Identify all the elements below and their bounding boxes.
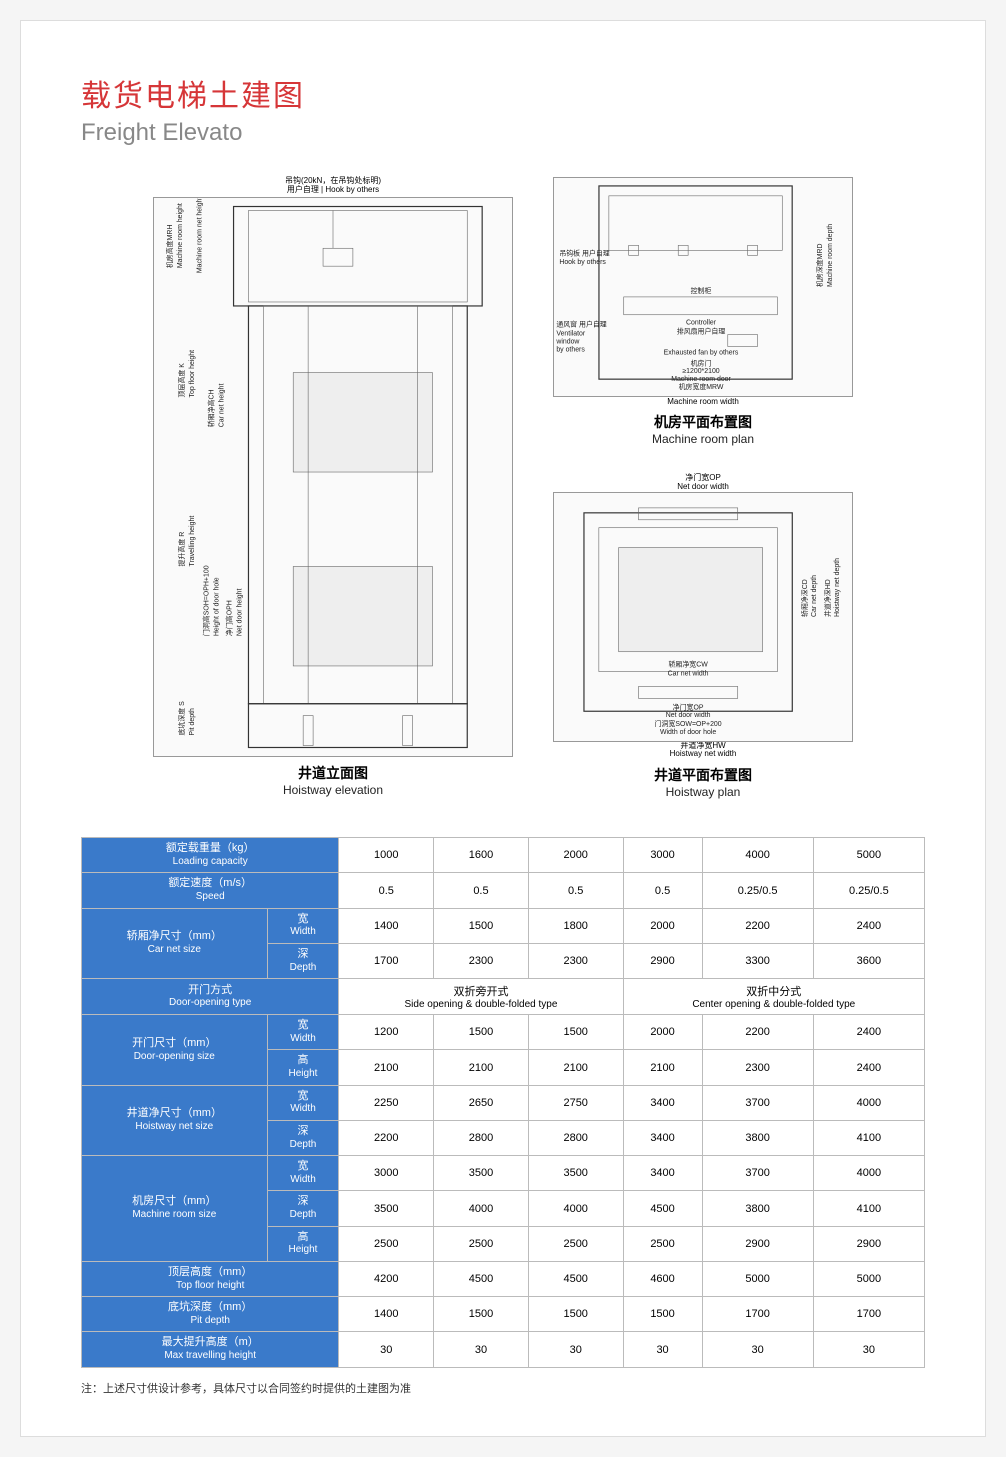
table-row: 井道净尺寸（mm）Hoistway net size宽Width22502650… <box>82 1085 925 1120</box>
svg-text:Machine room height: Machine room height <box>177 203 184 268</box>
table-row: 底坑深度（mm）Pit depth14001500150015001700170… <box>82 1297 925 1332</box>
hoistway-elev-caption-cn: 井道立面图 <box>153 763 513 783</box>
svg-text:Pit depth: Pit depth <box>189 708 196 736</box>
svg-text:Controller: Controller <box>686 320 717 327</box>
diagrams-row: 吊钩(20kN，在吊钩处标明) 用户自理 | Hook by others 机房… <box>81 177 925 807</box>
svg-text:window: window <box>555 338 580 345</box>
svg-text:净门宽OP: 净门宽OP <box>673 702 704 711</box>
mr-caption-cn: 机房平面布置图 <box>553 412 853 432</box>
svg-text:by others: by others <box>556 346 585 353</box>
svg-text:Machine room door: Machine room door <box>671 376 731 383</box>
svg-text:轿厢净宽CW: 轿厢净宽CW <box>668 659 708 668</box>
svg-text:Machine room depth: Machine room depth <box>827 224 834 287</box>
svg-text:机房宽度MRW: 机房宽度MRW <box>679 382 724 391</box>
svg-text:门洞高SOH=OPH+100: 门洞高SOH=OPH+100 <box>202 565 211 636</box>
svg-text:通风窗 用户自理: 通风窗 用户自理 <box>556 320 606 329</box>
svg-text:Exhausted fan by others: Exhausted fan by others <box>664 349 739 356</box>
table-row: 机房尺寸（mm）Machine room size宽Width300035003… <box>82 1156 925 1191</box>
title-en: Freight Elevato <box>81 119 925 147</box>
svg-text:轿厢净高CH: 轿厢净高CH <box>207 389 216 427</box>
machine-room-diagram: 控制柜 Controller 吊钩板 用户自理 Hook by others 通… <box>553 177 853 397</box>
right-diagrams: 控制柜 Controller 吊钩板 用户自理 Hook by others 通… <box>553 177 853 807</box>
table-row: 额定载重量（kg）Loading capacity100016002000300… <box>82 838 925 873</box>
svg-text:吊钩板 用户自理: 吊钩板 用户自理 <box>559 248 609 257</box>
svg-text:Car net width: Car net width <box>668 670 709 677</box>
svg-text:Top floor height: Top floor height <box>189 349 196 397</box>
svg-text:Travelling height: Travelling height <box>189 515 196 566</box>
table-row: 开门方式Door-opening type双折旁开式Side opening &… <box>82 979 925 1015</box>
svg-text:Width of door hole: Width of door hole <box>660 729 716 736</box>
table-row: 额定速度（m/s）Speed0.50.50.50.50.25/0.50.25/0… <box>82 873 925 908</box>
hoistway-elevation-diagram: 机房高度MRH Machine room height Machine room… <box>153 197 513 757</box>
svg-text:顶层高度 K: 顶层高度 K <box>177 362 186 397</box>
hook-label: 吊钩(20kN，在吊钩处标明) 用户自理 | Hook by others <box>153 177 513 195</box>
svg-text:Net door width: Net door width <box>666 712 711 719</box>
table-row: 顶层高度（mm）Top floor height4200450045004600… <box>82 1261 925 1296</box>
table-row: 轿厢净尺寸（mm）Car net size宽Width1400150018002… <box>82 908 925 943</box>
svg-text:底坑深度 S: 底坑深度 S <box>177 700 186 735</box>
op-top-label: 净门宽OPNet door width <box>553 474 853 492</box>
svg-text:Machine room net height: Machine room net height <box>197 198 204 273</box>
hp-caption-en: Hoistway plan <box>553 785 853 799</box>
svg-text:Hook by others: Hook by others <box>559 259 606 266</box>
svg-text:≥1200*2100: ≥1200*2100 <box>682 368 719 375</box>
svg-text:排风扇用户自理: 排风扇用户自理 <box>677 327 726 336</box>
spec-table: 额定载重量（kg）Loading capacity100016002000300… <box>81 837 925 1368</box>
hoistway-elevation-block: 吊钩(20kN，在吊钩处标明) 用户自理 | Hook by others 机房… <box>153 177 513 807</box>
svg-text:轿厢净深CD: 轿厢净深CD <box>800 579 809 617</box>
footnote: 注：上述尺寸供设计参考，具体尺寸以合同签约时提供的土建图为准 <box>81 1380 925 1396</box>
table-row: 开门尺寸（mm）Door-opening size宽Width120015001… <box>82 1015 925 1050</box>
svg-text:机房门: 机房门 <box>691 358 712 367</box>
svg-text:机房高度MRH: 机房高度MRH <box>165 224 174 268</box>
hoistway-plan-block: 净门宽OPNet door width 轿厢净宽CW Car net width <box>553 474 853 807</box>
svg-text:Height of door hole: Height of door hole <box>214 577 221 636</box>
mrw-en-label: Machine room width <box>553 397 853 406</box>
svg-text:Hoistway net depth: Hoistway net depth <box>834 557 841 616</box>
hoistway-elev-caption-en: Hoistway elevation <box>153 783 513 797</box>
hoistway-plan-diagram: 轿厢净宽CW Car net width 净门宽OP Net door widt… <box>553 492 853 742</box>
page: 载货电梯土建图 Freight Elevato 吊钩(20kN，在吊钩处标明) … <box>20 20 986 1437</box>
svg-text:井道净深HD: 井道净深HD <box>823 579 832 617</box>
svg-text:Car net depth: Car net depth <box>811 574 818 616</box>
svg-text:Car net height: Car net height <box>219 383 226 427</box>
svg-text:Net door height: Net door height <box>237 588 244 636</box>
mr-caption-en: Machine room plan <box>553 432 853 446</box>
title-cn: 载货电梯土建图 <box>81 71 925 115</box>
table-row: 最大提升高度（m）Max travelling height3030303030… <box>82 1332 925 1367</box>
svg-text:净门高OPH: 净门高OPH <box>225 600 234 636</box>
svg-text:Ventilator: Ventilator <box>556 331 586 338</box>
svg-text:提升高度 R: 提升高度 R <box>177 531 186 566</box>
svg-text:机房深度MRD: 机房深度MRD <box>815 244 824 287</box>
svg-text:控制柜: 控制柜 <box>691 286 712 295</box>
hp-caption-cn: 井道平面布置图 <box>553 765 853 785</box>
machine-room-block: 控制柜 Controller 吊钩板 用户自理 Hook by others 通… <box>553 177 853 454</box>
hw-bottom-label: 井道净宽HWHoistway net width <box>553 742 853 760</box>
svg-text:门洞宽SOW=OP+200: 门洞宽SOW=OP+200 <box>655 719 722 728</box>
